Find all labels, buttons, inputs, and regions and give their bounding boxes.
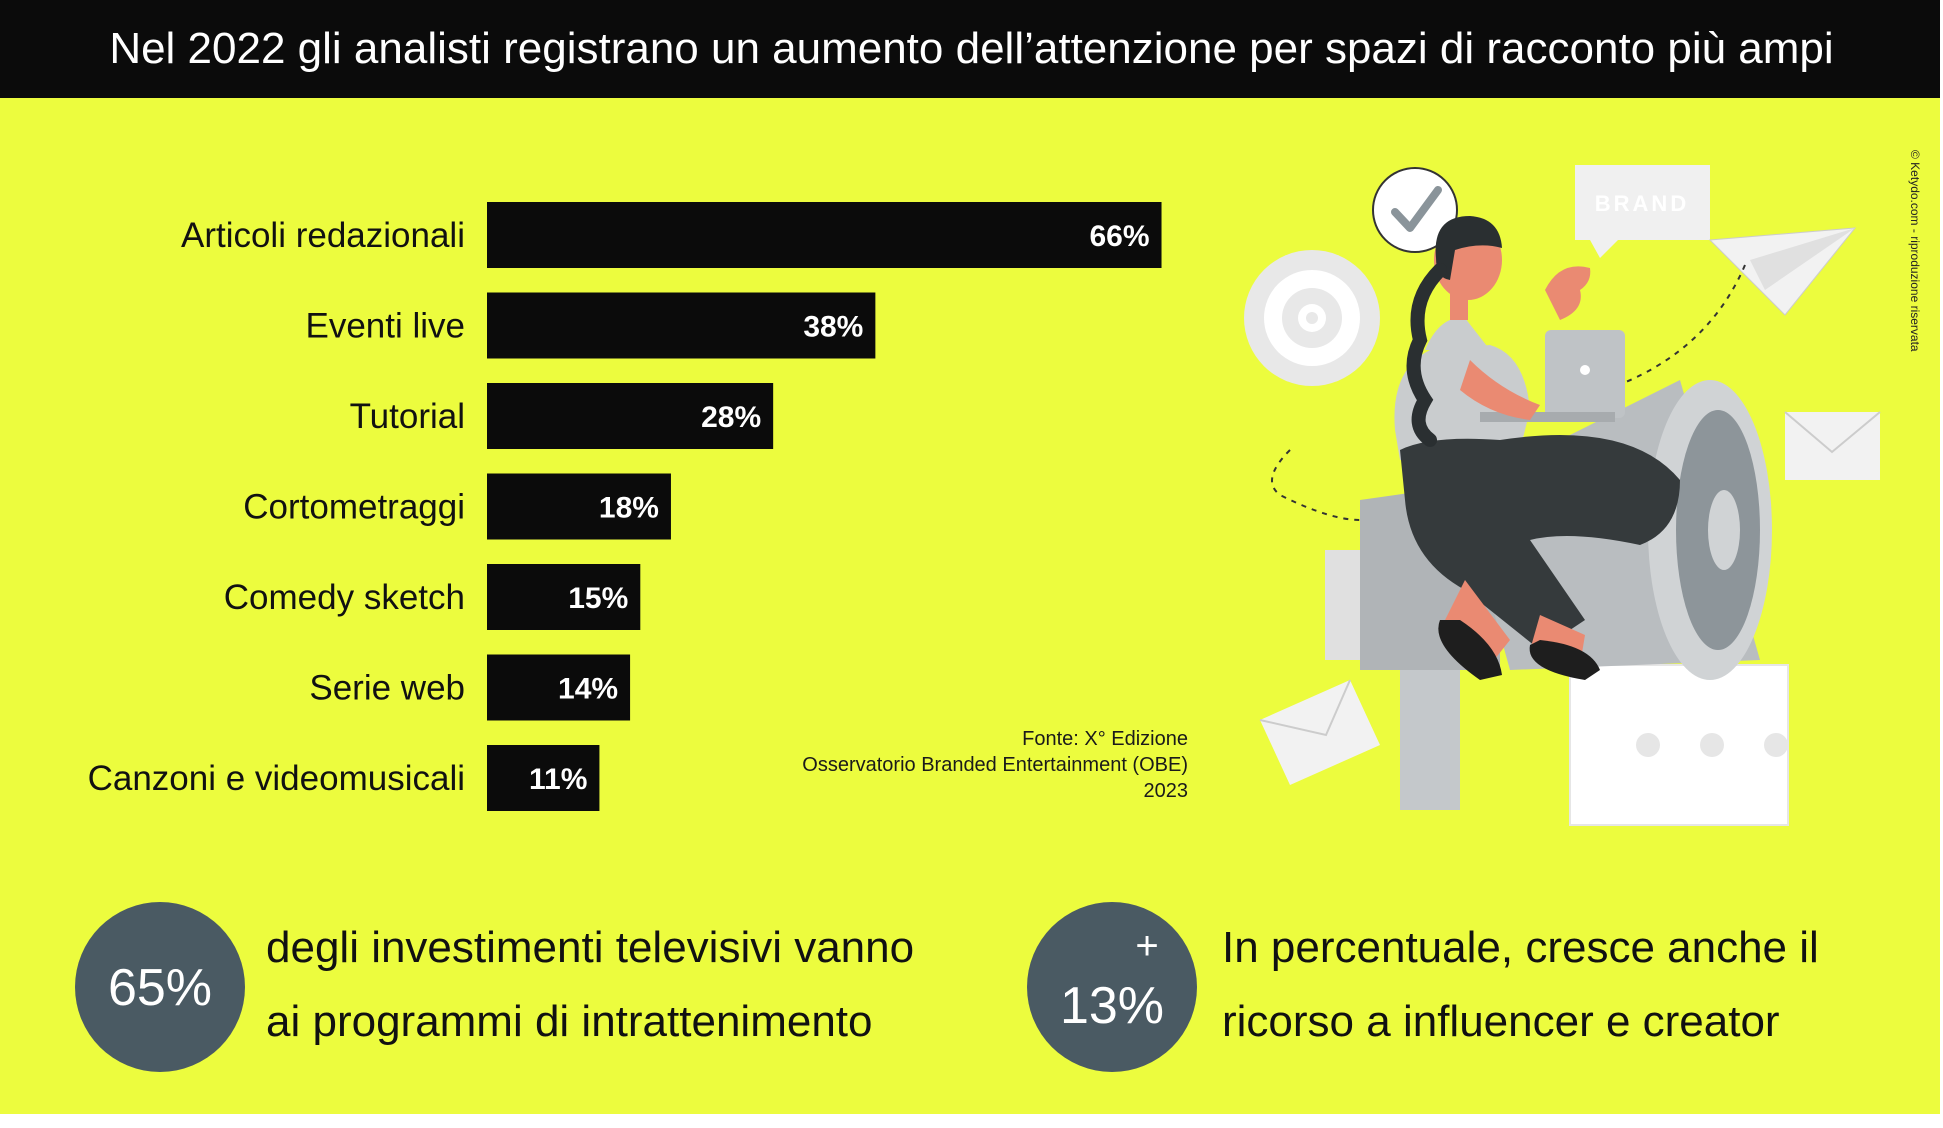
woman-megaphone-illustration: BRAND [1244,165,1881,826]
category-label: Canzoni e videomusicali [88,759,465,798]
stat-text-line: ai programmi di intrattenimento [266,997,873,1046]
value-label: 28% [701,401,761,434]
source-line-1: Fonte: X° Edizione [1022,728,1188,750]
bar-2 [487,383,774,449]
bar-6 [487,745,600,811]
value-label: 38% [803,311,863,344]
bar-4 [487,564,641,630]
category-label: Tutorial [350,397,465,436]
source-line-2: Osservatorio Branded Entertainment (OBE) [802,754,1188,776]
value-label: 15% [568,582,628,615]
value-label: 11% [529,763,587,796]
category-label: Cortometraggi [243,488,465,527]
page-title: Nel 2022 gli analisti registrano un aume… [109,24,1834,73]
target-icon [1244,250,1380,386]
stat-value: 13% [1059,977,1165,1035]
dashed-arc [1271,449,1361,521]
bar-0 [487,202,1162,268]
stat-prefix: + [1135,924,1159,968]
stat-circle-influencer: + 13% [1027,902,1197,1072]
value-label: 66% [1089,220,1149,253]
bottom-border [0,1114,1943,1128]
brand-sign-icon: BRAND [1575,165,1710,258]
stat-value: 65% [107,959,213,1017]
bar-5 [487,654,631,721]
category-label: Serie web [309,669,465,708]
bar-chart: Articoli redazionali 66% Eventi live 38% Tut… [88,202,1162,811]
copyright-text: © Ketydo.com - riproduzione riservata [1908,150,1922,352]
right-border [1940,0,1943,1128]
source-line-3: 2023 [1143,780,1189,802]
paper-plane-icon [1569,227,1857,401]
category-label: Articoli redazionali [181,216,465,255]
envelope-icon [1784,411,1881,480]
header-bar: Nel 2022 gli analisti registrano un aume… [0,0,1943,98]
brand-sign-text: BRAND [1595,191,1689,216]
value-label: 14% [558,673,618,706]
check-bubble-icon [1372,167,1458,253]
category-label: Comedy sketch [224,578,465,617]
stat-text-line: In percentuale, cresce anche il [1222,923,1819,972]
woman-figure [1394,216,1680,680]
stat-circle-investments: 65% [75,902,245,1072]
chat-bubble-icon [1569,664,1789,826]
envelope-icon [1259,679,1380,785]
value-label: 18% [599,492,659,525]
stat-text-line: degli investimenti televisivi vanno [266,923,915,972]
bar-3 [487,473,671,540]
bar-1 [487,292,876,359]
stat-text-line: ricorso a influencer e creator [1222,997,1780,1046]
category-label: Eventi live [305,307,465,346]
